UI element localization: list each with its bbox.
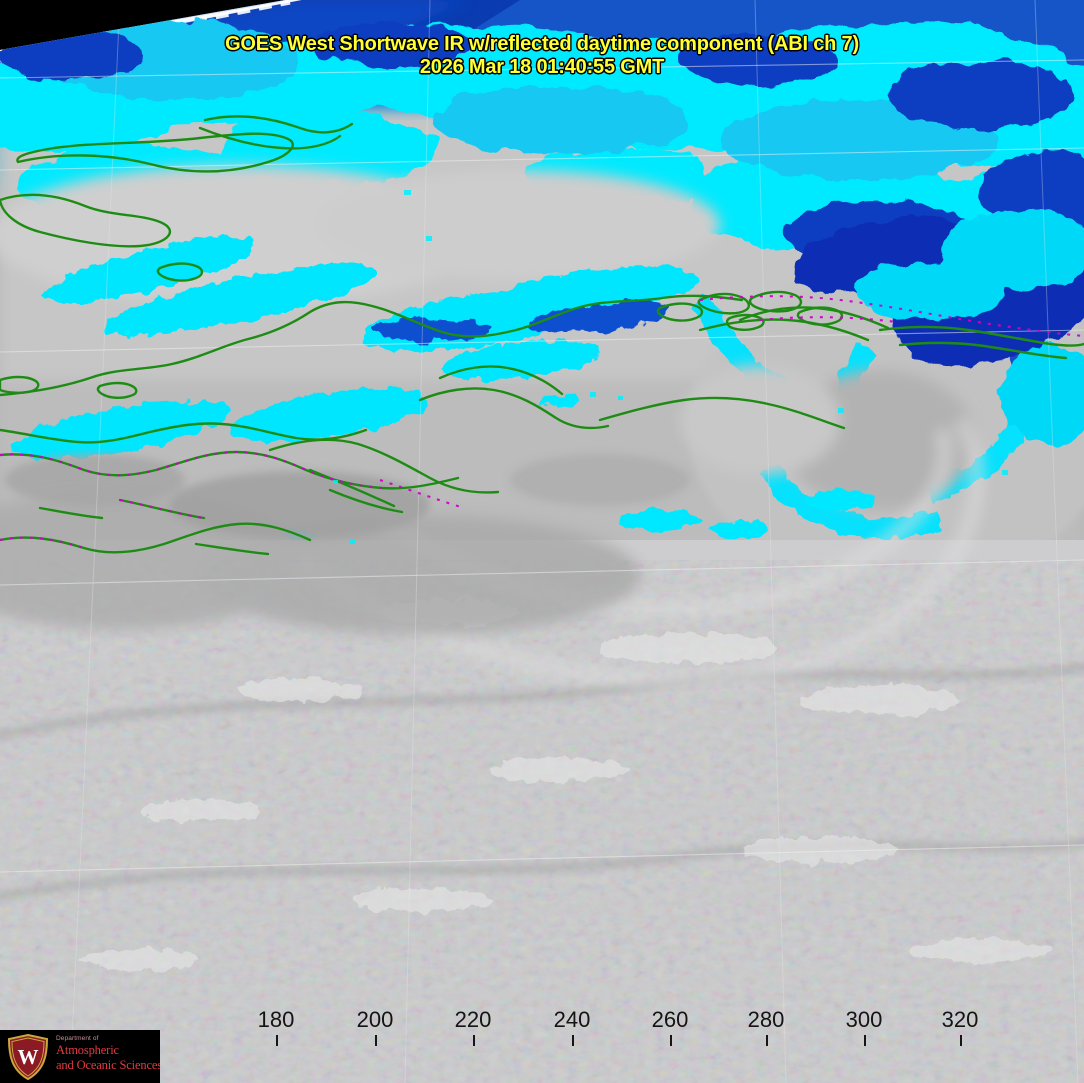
colorbar-tick-240 [572,1035,574,1046]
colorbar-tick-label-240: 240 [553,1007,591,1032]
uw-aos-logo: W Department of Atmospheric and Oceanic … [0,1030,160,1083]
colorbar-tick-label-200: 200 [356,1007,394,1032]
colorbar-tick-labels: 180 200 220 240 260 280 300 320 [0,1005,1084,1037]
colorbar-tick-label-180: 180 [257,1007,295,1032]
logo-text-block: Department of Atmospheric and Oceanic Sc… [56,1035,160,1073]
uw-crest-icon: W [7,1034,49,1080]
colorbar-tick-label-280: 280 [747,1007,785,1032]
logo-department-label: Department of [56,1035,99,1042]
colorbar-tick-320 [960,1035,962,1046]
colorbar-tick-label-260: 260 [651,1007,689,1032]
colorbar-tick-260 [670,1035,672,1046]
colorbar-tick-marks [0,1035,1084,1047]
colorbar-tick-label-300: 300 [845,1007,883,1032]
colorbar-tick-label-320: 320 [941,1007,979,1032]
colorbar-tick-280 [766,1035,768,1046]
colorbar: 180 200 220 240 260 280 300 320 [0,1005,1084,1083]
logo-line-2: and Oceanic Sciences [56,1058,160,1072]
logo-line-1: Atmospheric [56,1043,119,1057]
crest-letter: W [18,1045,39,1069]
colorbar-tick-180 [276,1035,278,1046]
colorbar-tick-label-220: 220 [454,1007,492,1032]
colorbar-tick-200 [375,1035,377,1046]
colorbar-tick-300 [864,1035,866,1046]
colorbar-tick-220 [473,1035,475,1046]
